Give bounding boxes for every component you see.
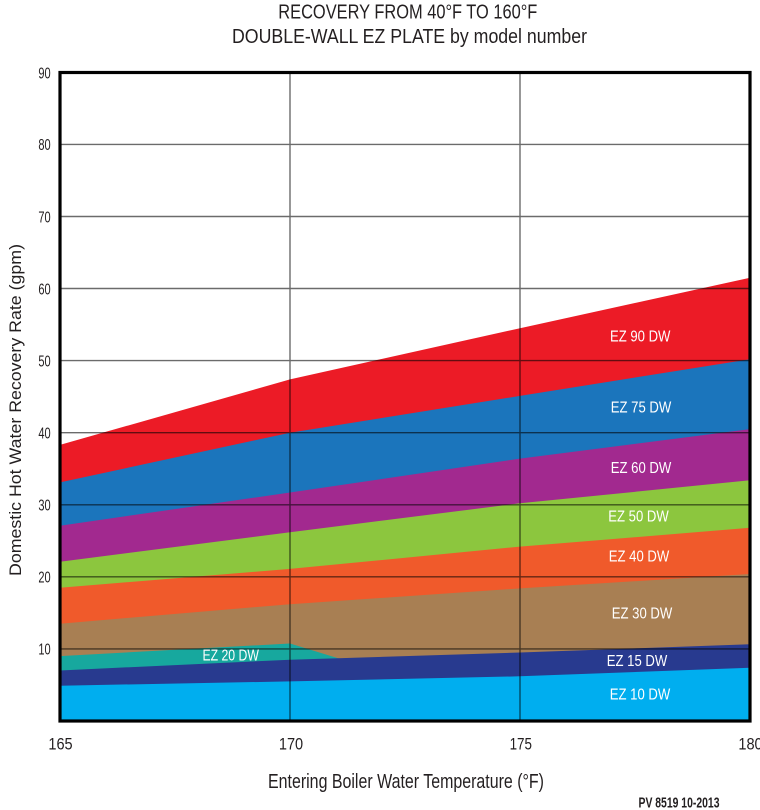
svg-text:RECOVERY FROM 40°F TO 160°F: RECOVERY FROM 40°F TO 160°F bbox=[278, 1, 537, 23]
svg-text:EZ 50 DW: EZ 50 DW bbox=[608, 509, 669, 526]
svg-text:EZ 60 DW: EZ 60 DW bbox=[611, 460, 672, 477]
svg-text:90: 90 bbox=[38, 66, 50, 83]
svg-text:70: 70 bbox=[38, 209, 50, 226]
svg-text:EZ 20 DW: EZ 20 DW bbox=[202, 647, 259, 664]
svg-text:80: 80 bbox=[38, 137, 50, 154]
svg-text:50: 50 bbox=[38, 353, 50, 370]
svg-text:10: 10 bbox=[38, 642, 50, 659]
svg-text:PV 8519 10-2013: PV 8519 10-2013 bbox=[639, 795, 720, 810]
svg-text:20: 20 bbox=[38, 570, 50, 587]
svg-text:EZ 10 DW: EZ 10 DW bbox=[610, 686, 671, 703]
svg-text:175: 175 bbox=[510, 734, 532, 753]
svg-text:Domestic Hot Water Recovery R: Domestic Hot Water Recovery Rate (gpm) bbox=[6, 244, 25, 576]
svg-text:EZ 75 DW: EZ 75 DW bbox=[611, 400, 672, 417]
svg-text:180: 180 bbox=[738, 734, 760, 753]
svg-text:170: 170 bbox=[279, 734, 303, 753]
svg-text:60: 60 bbox=[38, 281, 50, 298]
svg-text:DOUBLE-WALL EZ PLATE by model: DOUBLE-WALL EZ PLATE by model number bbox=[232, 26, 587, 48]
svg-text:40: 40 bbox=[38, 426, 50, 443]
svg-text:30: 30 bbox=[38, 498, 50, 515]
svg-text:EZ 40 DW: EZ 40 DW bbox=[609, 549, 670, 566]
svg-text:165: 165 bbox=[48, 734, 72, 753]
svg-text:Entering Boiler Water Temperat: Entering Boiler Water Temperature (°F) bbox=[268, 771, 544, 793]
svg-text:EZ 90 DW: EZ 90 DW bbox=[610, 329, 671, 346]
svg-text:EZ 30 DW: EZ 30 DW bbox=[612, 606, 673, 623]
svg-text:EZ 15 DW: EZ 15 DW bbox=[607, 653, 668, 670]
